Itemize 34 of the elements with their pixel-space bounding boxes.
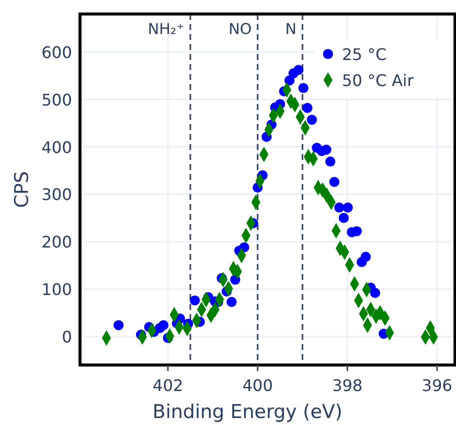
y-tick-label: 100 (41, 280, 72, 300)
y-tick-label: 600 (41, 42, 72, 62)
ref-line-label: N (285, 20, 296, 38)
y-tick-label: 400 (41, 138, 72, 157)
y-tick-label: 500 (41, 90, 72, 110)
point (306, 114, 317, 125)
point (158, 320, 168, 330)
x-tick-label: 402 (152, 376, 184, 395)
point (226, 296, 237, 307)
x-tick-label: 400 (242, 376, 273, 395)
point (190, 295, 200, 306)
x-tick-label: 398 (332, 376, 363, 395)
ref-line-label: NO (228, 20, 252, 38)
point (293, 64, 304, 76)
y-axis-title: CPS (11, 171, 33, 208)
y-tick-label: 0 (62, 328, 72, 347)
point (302, 102, 312, 113)
legend-label: 50 °C Air (342, 71, 414, 90)
point (334, 202, 344, 213)
point (321, 144, 332, 155)
point (360, 252, 371, 262)
x-tick-label: 396 (422, 376, 452, 395)
point (342, 202, 353, 213)
point (370, 288, 380, 298)
point (338, 212, 349, 223)
x-axis-title: Binding Energy (eV) (152, 401, 342, 423)
ref-line-label: NH₂⁺ (148, 20, 184, 38)
point (329, 176, 340, 187)
point (325, 156, 336, 167)
y-tick-label: 300 (41, 185, 72, 204)
legend-label: 25 °C (342, 45, 387, 64)
y-tick-label: 200 (41, 232, 72, 252)
point (114, 320, 124, 330)
point (298, 82, 308, 94)
